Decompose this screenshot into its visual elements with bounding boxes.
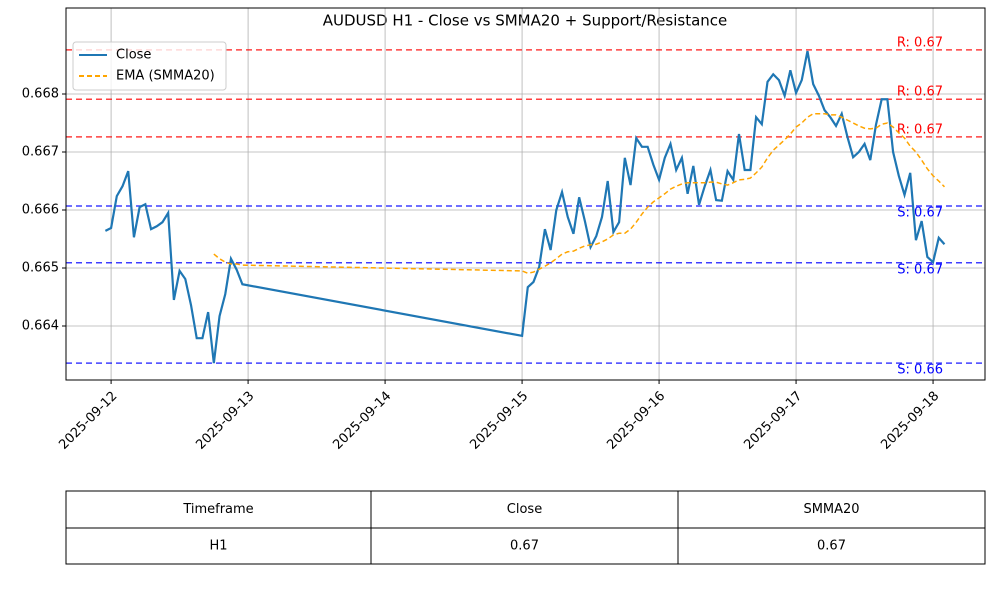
x-tick-label: 2025-09-18 [878,389,942,453]
table-header: Close [507,502,542,517]
y-tick-label: 0.666 [22,203,59,218]
x-tick-label: 2025-09-17 [741,389,805,453]
x-tick-label: 2025-09-15 [467,389,531,453]
x-tick-label: 2025-09-13 [193,389,257,453]
y-tick-label: 0.664 [22,319,59,334]
plot-frame [65,7,986,381]
legend-label: EMA (SMMA20) [116,69,215,84]
series-line [213,112,946,275]
table-cell: H1 [209,539,227,554]
level-label: S: 0.67 [897,205,943,220]
legend: Close EMA (SMMA20) [72,41,227,91]
x-tick-label: 2025-09-14 [330,389,394,453]
legend-label: Close [116,48,151,63]
table-cell: 0.67 [817,539,846,554]
level-label: R: 0.67 [897,122,943,137]
legend-box [72,41,227,91]
y-tick-label: 0.667 [22,145,59,160]
level-label: R: 0.67 [897,85,943,100]
x-tick-label: 2025-09-16 [604,389,668,453]
y-tick-label: 0.665 [22,261,59,276]
table-header: SMMA20 [803,502,859,517]
y-tick-label: 0.668 [22,87,59,102]
level-label: S: 0.67 [897,262,943,277]
level-label: R: 0.67 [897,35,943,50]
level-label: S: 0.66 [897,363,943,378]
table-cell: 0.67 [510,539,539,554]
table-header: Timeframe [182,502,253,517]
series-line [104,50,946,364]
chart-title: AUDUSD H1 - Close vs SMMA20 + Support/Re… [323,12,728,30]
x-tick-label: 2025-09-12 [56,389,120,453]
